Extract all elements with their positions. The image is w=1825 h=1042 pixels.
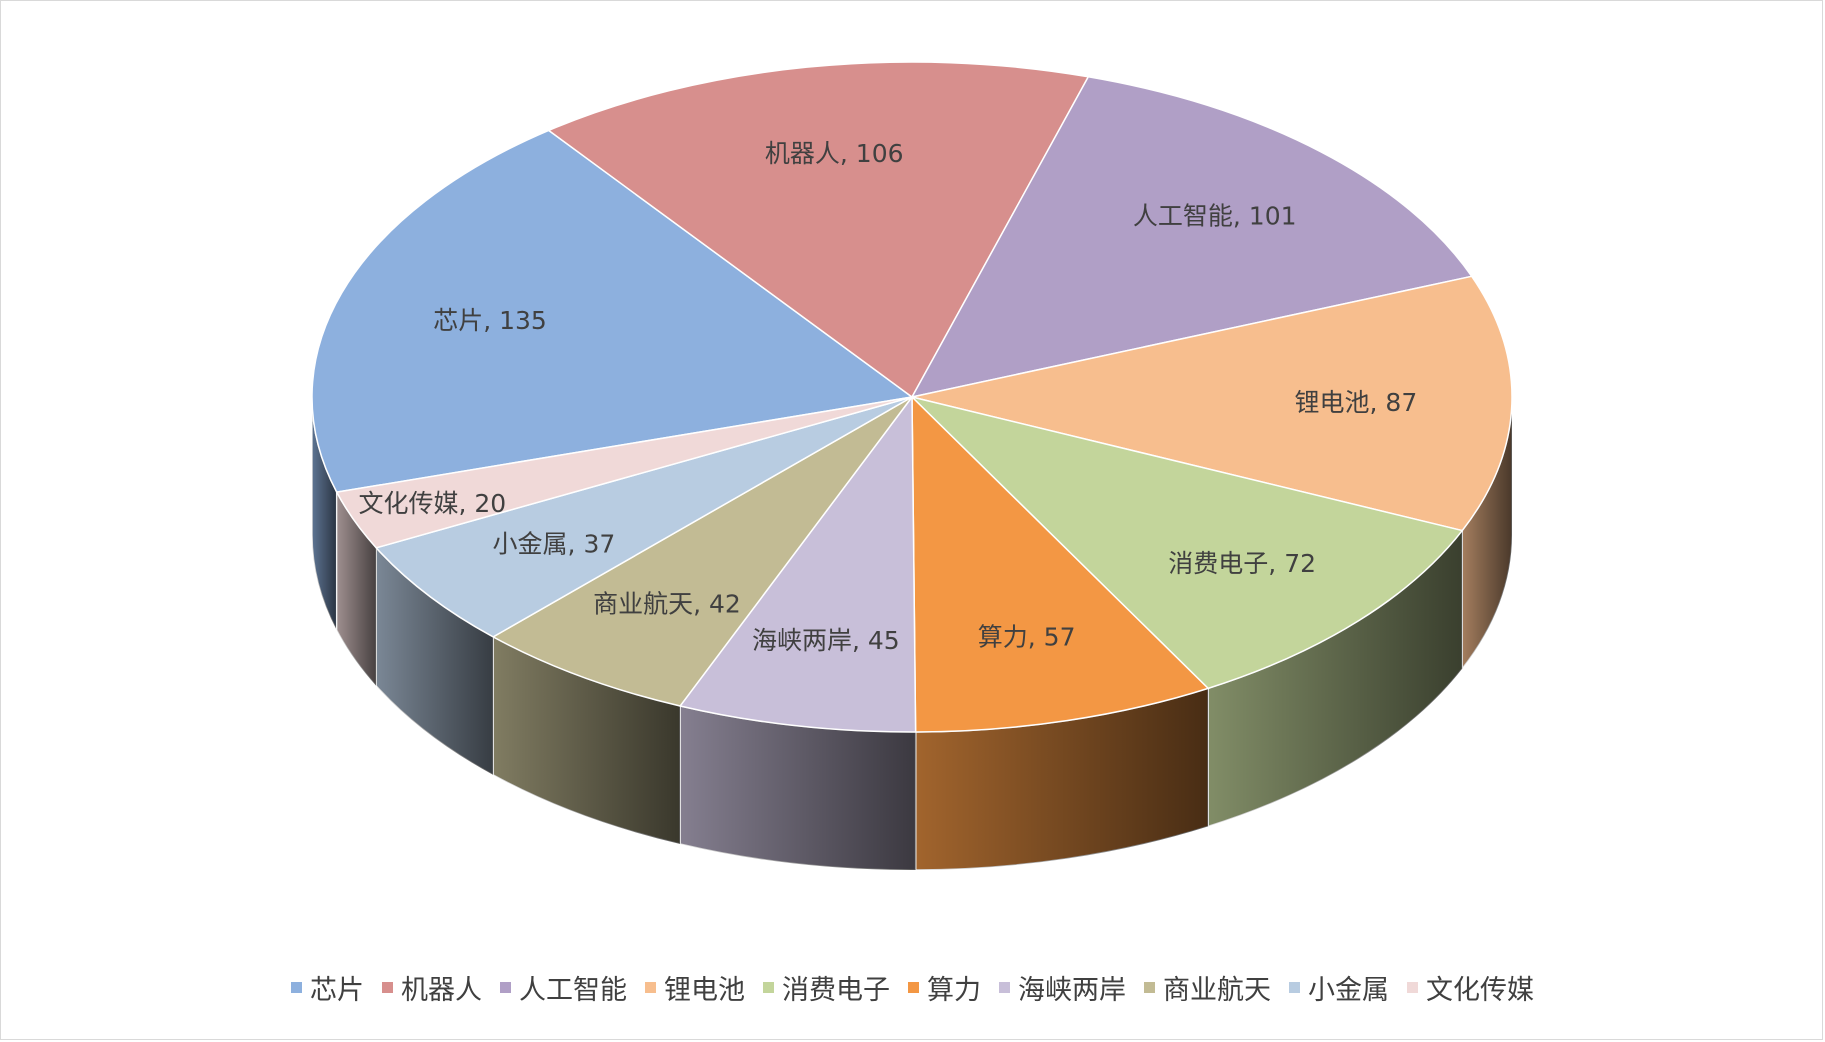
pie-slice-3 xyxy=(911,275,1513,532)
pie-slice-8 xyxy=(375,396,913,638)
data-label-6: 海峡两岸, 45 xyxy=(752,626,900,655)
legend-item: 机器人 xyxy=(382,968,482,1007)
pie-wall-shade-5 xyxy=(915,688,1209,870)
pie-slice-5 xyxy=(911,396,1209,733)
legend-label: 海峡两岸 xyxy=(1018,975,1126,1006)
legend-item: 锂电池 xyxy=(645,968,745,1007)
legend-item: 消费电子 xyxy=(763,968,890,1007)
data-label-8: 小金属, 37 xyxy=(493,530,616,559)
legend-label: 锂电池 xyxy=(664,975,745,1006)
legend-swatch xyxy=(645,982,656,993)
legend-swatch xyxy=(291,982,302,993)
legend-label: 商业航天 xyxy=(1163,975,1271,1006)
pie-wall-shade-6 xyxy=(680,705,916,870)
data-label-5: 算力, 57 xyxy=(978,623,1076,652)
legend-label: 文化传媒 xyxy=(1426,975,1534,1006)
legend-item: 芯片 xyxy=(291,968,364,1007)
pie-slice-7 xyxy=(492,396,913,707)
data-label-7: 商业航天, 42 xyxy=(593,590,741,619)
legend-swatch xyxy=(1144,982,1155,993)
legend-swatch xyxy=(1407,982,1418,993)
pie-slice-2 xyxy=(911,76,1473,398)
legend-item: 海峡两岸 xyxy=(999,968,1126,1007)
legend-item: 算力 xyxy=(908,968,981,1007)
legend-swatch xyxy=(500,982,511,993)
legend-swatch xyxy=(908,982,919,993)
pie-slice-6 xyxy=(679,396,917,733)
legend-label: 芯片 xyxy=(310,975,364,1006)
legend-swatch xyxy=(999,982,1010,993)
data-label-0: 芯片, 135 xyxy=(433,306,547,335)
data-label-1: 机器人, 106 xyxy=(765,139,904,168)
data-label-3: 锂电池, 87 xyxy=(1295,388,1418,417)
pie-side-walls xyxy=(311,396,1513,871)
pie-wall-shade-8 xyxy=(376,547,494,775)
legend-item: 文化传媒 xyxy=(1407,968,1534,1007)
legend: 芯片 机器人 人工智能 锂电池 消费电子 算力 海峡两岸 商业航天 小金属 文化传媒 xyxy=(0,968,1825,1007)
legend-swatch xyxy=(382,982,393,993)
pie-data-labels: 芯片, 135 机器人, 106 人工智能, 101 锂电池, 87 消费电子, 72 算… xyxy=(358,139,1417,655)
data-label-4: 消费电子, 72 xyxy=(1168,549,1316,578)
data-label-2: 人工智能, 101 xyxy=(1133,202,1297,231)
legend-swatch xyxy=(1289,982,1300,993)
pie-wall-shade-9 xyxy=(336,492,377,686)
data-label-9: 文化传媒, 20 xyxy=(358,489,506,518)
pie-chart: 芯片, 135 机器人, 106 人工智能, 101 锂电池, 87 消费电子, 72 算… xyxy=(311,61,1513,871)
legend-label: 算力 xyxy=(927,975,981,1006)
pie-slice-0 xyxy=(311,129,913,493)
pie-top-faces xyxy=(311,61,1513,733)
legend-item: 小金属 xyxy=(1289,968,1389,1007)
legend-item: 人工智能 xyxy=(500,968,627,1007)
pie-slice-1 xyxy=(547,61,1090,398)
legend-item: 商业航天 xyxy=(1144,968,1271,1007)
legend-label: 人工智能 xyxy=(519,975,627,1006)
pie-slice-9 xyxy=(335,396,913,549)
legend-label: 小金属 xyxy=(1308,975,1389,1006)
legend-label: 机器人 xyxy=(401,975,482,1006)
pie-slice-4 xyxy=(911,396,1463,690)
legend-label: 消费电子 xyxy=(782,975,890,1006)
pie-wall-shade-7 xyxy=(493,636,681,844)
legend-swatch xyxy=(763,982,774,993)
pie-wall-shade-0 xyxy=(312,397,337,631)
pie-wall-shade-4 xyxy=(1208,530,1463,827)
